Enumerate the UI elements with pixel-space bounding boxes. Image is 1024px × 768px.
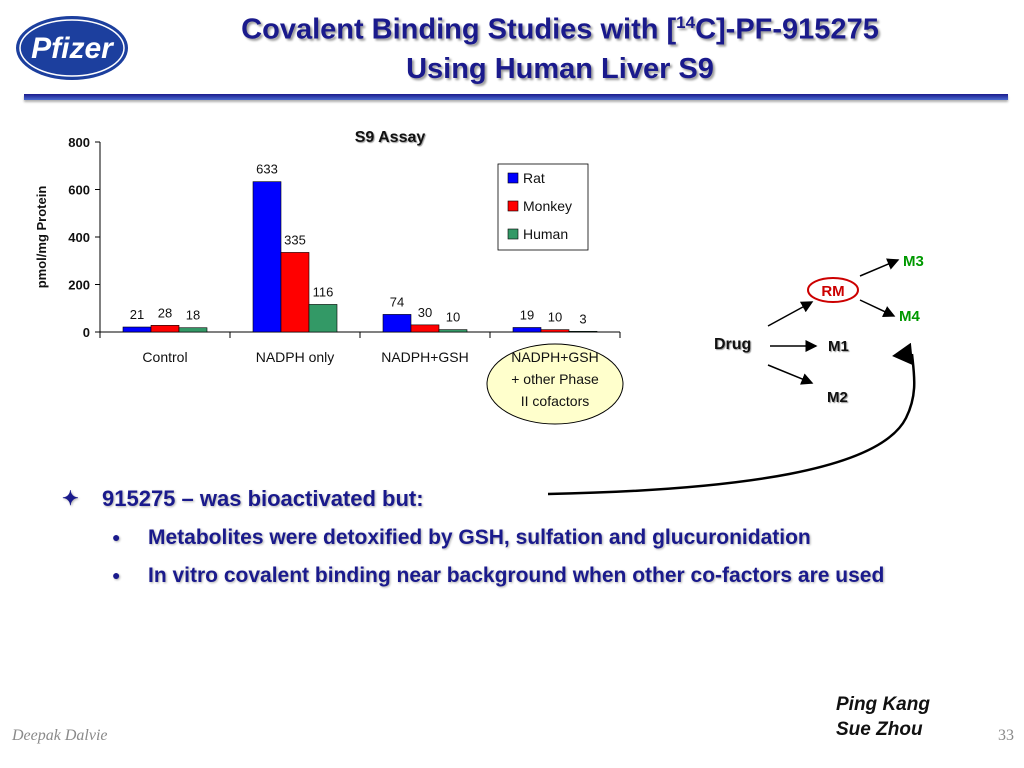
legend-label: Monkey bbox=[523, 198, 572, 214]
m2-label: M2 bbox=[827, 389, 848, 406]
data-label: 28 bbox=[158, 305, 172, 320]
sub-bullet-1: ● Metabolites were detoxified by GSH, su… bbox=[112, 526, 972, 556]
y-axis-label: pmol/mg Protein bbox=[34, 186, 49, 289]
data-label: 10 bbox=[446, 310, 460, 325]
footer-author: Deepak Dalvie bbox=[12, 727, 108, 744]
m1-label: M1 bbox=[828, 338, 849, 355]
data-label: 633 bbox=[256, 162, 278, 177]
sub-bullet-2-text: In vitro covalent binding near backgroun… bbox=[148, 564, 885, 587]
data-label: 30 bbox=[418, 305, 432, 320]
bar-human bbox=[568, 330, 598, 333]
x-category-label: NADPH+GSH bbox=[511, 349, 599, 365]
data-label: 335 bbox=[284, 232, 306, 247]
legend-label: Rat bbox=[523, 170, 545, 186]
rm-label: RM bbox=[821, 283, 844, 300]
chart-title: S9 Assay bbox=[355, 129, 426, 146]
main-bullet-text: 915275 – was bioactivated but: bbox=[102, 486, 424, 511]
credit-1: Ping Kang bbox=[836, 694, 930, 715]
title-part2: C]-PF-915275 bbox=[695, 13, 879, 46]
data-label: 21 bbox=[130, 307, 144, 322]
data-label: 3 bbox=[579, 311, 586, 326]
rm-box bbox=[807, 277, 859, 303]
page-title: Covalent Binding Studies with [14C]-PF-9… bbox=[150, 6, 970, 47]
bar-rat bbox=[382, 314, 412, 333]
bar-human bbox=[438, 329, 468, 333]
page-subtitle: Using Human Liver S9 bbox=[406, 53, 714, 85]
x-category-label: + other Phase bbox=[511, 371, 599, 387]
data-label: 116 bbox=[313, 284, 334, 299]
credit-2: Sue Zhou bbox=[836, 719, 923, 740]
pfizer-logo: Pfizer bbox=[16, 16, 128, 80]
bar-human bbox=[178, 327, 208, 333]
data-label: 19 bbox=[520, 307, 534, 322]
x-category-label: NADPH only bbox=[256, 349, 335, 365]
highlight-ellipse bbox=[486, 343, 624, 425]
metabolism-pathway-diagram: Drug RM M3 M4 M1 M2 bbox=[714, 253, 924, 406]
y-tick-label: 0 bbox=[83, 325, 90, 340]
title-superscript: 14 bbox=[676, 13, 696, 32]
bar-monkey bbox=[410, 324, 440, 333]
title-part1: Covalent Binding Studies with [ bbox=[241, 13, 677, 46]
legend-swatch bbox=[507, 228, 519, 240]
x-category-label: Control bbox=[142, 349, 187, 365]
data-label: 74 bbox=[390, 294, 404, 309]
credits: Ping Kang Sue Zhou bbox=[836, 692, 930, 742]
m3-label: M3 bbox=[903, 253, 924, 270]
drug-label: Drug bbox=[714, 336, 751, 353]
sub-bullet-1-text: Metabolites were detoxified by GSH, sulf… bbox=[148, 526, 811, 549]
s9-assay-chart: S9 Assay 0 200 400 600 800 pmol/mg Protein 21 63… bbox=[34, 129, 624, 425]
dot-bullet-icon: ● bbox=[112, 529, 121, 545]
bar-monkey bbox=[280, 252, 310, 333]
y-tick-label: 400 bbox=[68, 230, 90, 245]
x-category-label: NADPH+GSH bbox=[381, 349, 469, 365]
arrow-drug-to-rm bbox=[767, 301, 814, 327]
data-label: 10 bbox=[548, 310, 562, 325]
bar-rat bbox=[122, 326, 152, 333]
connector-arrow bbox=[547, 342, 916, 496]
arrow-drug-to-m2 bbox=[767, 364, 814, 385]
y-tick-label: 200 bbox=[68, 278, 90, 293]
legend-swatch bbox=[507, 200, 519, 212]
bar-human bbox=[308, 304, 338, 333]
arrow-rm-to-m3 bbox=[859, 258, 900, 277]
legend-label: Human bbox=[523, 226, 568, 242]
sub-bullet-2: ● In vitro covalent binding near backgro… bbox=[112, 564, 972, 618]
bar-rat bbox=[252, 181, 282, 333]
data-label: 18 bbox=[186, 308, 200, 323]
legend-swatch bbox=[507, 172, 519, 184]
bar-rat bbox=[512, 327, 542, 333]
y-tick-label: 600 bbox=[68, 183, 90, 198]
bar-monkey bbox=[150, 325, 180, 333]
x-category-label: II cofactors bbox=[521, 393, 589, 409]
arrow-rm-to-m4 bbox=[859, 299, 896, 317]
page-number: 33 bbox=[998, 727, 1014, 744]
title-divider bbox=[24, 94, 1008, 100]
star-bullet-icon: ✦ bbox=[62, 488, 79, 510]
m4-label: M4 bbox=[899, 308, 920, 325]
dot-bullet-icon: ● bbox=[112, 567, 121, 583]
bar-monkey bbox=[540, 329, 570, 333]
y-tick-label: 800 bbox=[68, 135, 90, 150]
pfizer-logo-text: Pfizer bbox=[31, 32, 115, 65]
